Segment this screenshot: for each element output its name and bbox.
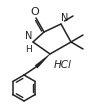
Text: N: N [25, 30, 32, 40]
Text: HCl: HCl [54, 60, 72, 70]
Polygon shape [35, 54, 50, 68]
Text: H: H [25, 45, 32, 53]
Text: N: N [62, 13, 69, 23]
Text: O: O [31, 6, 39, 16]
